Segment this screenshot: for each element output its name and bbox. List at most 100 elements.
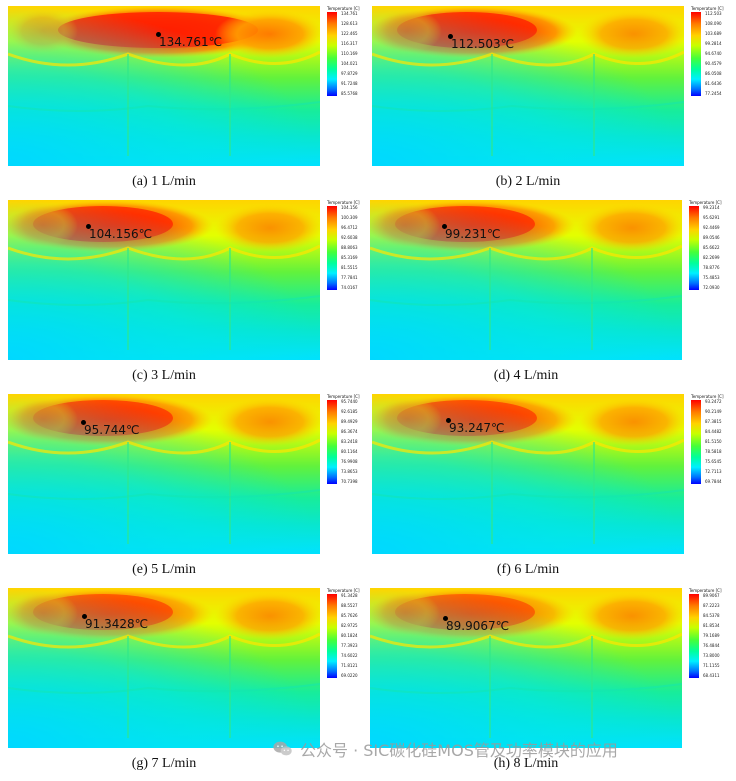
max-temperature-label: 104.156℃ bbox=[89, 227, 153, 241]
colorbar-tick-label: 77.2454 bbox=[705, 91, 722, 96]
colorbar-title: Temperature [C] bbox=[327, 200, 360, 205]
contour-panel: 112.503℃ Temperature [C] 112.503 108.090 103… bbox=[372, 6, 727, 196]
contour-panel: 89.9067℃ Temperature [C] 89.9067 87.2223 84.… bbox=[370, 588, 725, 778]
colorbar-tick-label: 73.8000 bbox=[703, 653, 720, 658]
panel-caption: (a) 1 L/min bbox=[132, 174, 196, 189]
colorbar-tick-label: 90.4579 bbox=[705, 61, 722, 66]
colorbar-tick-label: 72.7113 bbox=[705, 469, 722, 474]
panel-caption: (g) 7 L/min bbox=[131, 756, 197, 771]
colorbar-tick-label: 134.761 bbox=[341, 11, 358, 16]
colorbar-tick-label: 80.1164 bbox=[341, 449, 358, 454]
colorbar-tick-label: 73.8653 bbox=[341, 469, 358, 474]
colorbar-tick-label: 95.7440 bbox=[341, 399, 358, 404]
colorbar-tick-label: 78.8776 bbox=[703, 265, 720, 270]
colorbar-ticks: 95.7440 92.6185 89.4929 86.3674 83.2418 80.11… bbox=[341, 400, 363, 484]
max-temperature-probe bbox=[446, 418, 451, 423]
colorbar-tick-label: 99.2814 bbox=[705, 41, 722, 46]
panel-caption: (h) 8 L/min bbox=[493, 756, 559, 771]
colorbar-tick-label: 85.7626 bbox=[341, 613, 358, 618]
colorbar-tick-label: 78.5818 bbox=[705, 449, 722, 454]
colorbar-tick-label: 81.5150 bbox=[705, 439, 722, 444]
colorbar-tick-label: 82.2699 bbox=[703, 255, 720, 260]
colorbar-tick-label: 122.465 bbox=[341, 31, 358, 36]
colorbar-tick-label: 87.2223 bbox=[703, 603, 720, 608]
colorbar-tick-label: 81.8534 bbox=[703, 623, 720, 628]
colorbar-tick-label: 103.689 bbox=[705, 31, 722, 36]
colorbar-tick-label: 68.4311 bbox=[703, 673, 720, 678]
max-temperature-label: 112.503℃ bbox=[451, 37, 515, 51]
colorbar-tick-label: 83.2418 bbox=[341, 439, 358, 444]
temperature-contour-map bbox=[370, 588, 682, 748]
max-temperature-probe bbox=[81, 420, 86, 425]
colorbar-ticks: 99.2314 95.6291 92.4469 89.0546 85.6622 82.26… bbox=[703, 206, 725, 290]
temperature-contour-map bbox=[372, 6, 684, 166]
watermark-text: 公众号 · SIC碳化硅MOS管及功率模块的应用 bbox=[300, 741, 618, 760]
colorbar-tick-label: 112.503 bbox=[705, 11, 722, 16]
colorbar-tick-label: 80.1824 bbox=[341, 633, 358, 638]
colorbar bbox=[327, 12, 337, 96]
colorbar-tick-label: 92.6185 bbox=[341, 409, 358, 414]
panel-caption: (c) 3 L/min bbox=[132, 368, 196, 383]
colorbar-tick-label: 76.9908 bbox=[341, 459, 358, 464]
colorbar-tick-label: 94.6740 bbox=[705, 51, 722, 56]
contour-panel: 93.247℃ Temperature [C] 93.2472 90.2149 87.3… bbox=[372, 394, 727, 584]
colorbar-tick-label: 85.6622 bbox=[703, 245, 720, 250]
colorbar-tick-label: 100.309 bbox=[341, 215, 358, 220]
max-temperature-probe bbox=[82, 614, 87, 619]
colorbar-title: Temperature [C] bbox=[691, 6, 724, 11]
contour-panel: 91.3428℃ Temperature [C] 91.3428 88.5527 85.… bbox=[8, 588, 363, 778]
colorbar-tick-label: 92.6038 bbox=[341, 235, 358, 240]
colorbar-tick-label: 77.3923 bbox=[341, 643, 358, 648]
colorbar-tick-label: 96.4712 bbox=[341, 225, 358, 230]
temperature-contour-map bbox=[8, 200, 320, 360]
max-temperature-probe bbox=[448, 34, 453, 39]
colorbar-tick-label: 95.6291 bbox=[703, 215, 720, 220]
colorbar bbox=[691, 12, 701, 96]
colorbar-tick-label: 71.8121 bbox=[341, 663, 358, 668]
max-temperature-probe bbox=[156, 32, 161, 37]
colorbar bbox=[327, 400, 337, 484]
colorbar-tick-label: 77.7841 bbox=[341, 275, 358, 280]
colorbar-tick-label: 69.0220 bbox=[341, 673, 358, 678]
colorbar-ticks: 134.761 128.613 122.465 116.317 110.169 104.0… bbox=[341, 12, 363, 96]
colorbar-tick-label: 72.0930 bbox=[703, 285, 720, 290]
colorbar-tick-label: 84.5378 bbox=[703, 613, 720, 618]
colorbar-ticks: 89.9067 87.2223 84.5378 81.8534 79.1689 76.48… bbox=[703, 594, 725, 678]
colorbar-tick-label: 88.5527 bbox=[341, 603, 358, 608]
colorbar-title: Temperature [C] bbox=[691, 394, 724, 399]
colorbar-ticks: 104.156 100.309 96.4712 92.6038 88.8063 85.31… bbox=[341, 206, 363, 290]
max-temperature-label: 93.247℃ bbox=[449, 421, 505, 435]
colorbar-tick-label: 81.6436 bbox=[705, 81, 722, 86]
colorbar-tick-label: 89.9067 bbox=[703, 593, 720, 598]
colorbar-tick-label: 99.2314 bbox=[703, 205, 720, 210]
colorbar-tick-label: 85.3169 bbox=[341, 255, 358, 260]
colorbar-title: Temperature [C] bbox=[327, 6, 360, 11]
colorbar-ticks: 93.2472 90.2149 87.3815 84.4482 81.5150 78.58… bbox=[705, 400, 727, 484]
max-temperature-label: 91.3428℃ bbox=[85, 617, 149, 631]
temperature-contour-map bbox=[370, 200, 682, 360]
colorbar-tick-label: 128.613 bbox=[341, 21, 358, 26]
colorbar-title: Temperature [C] bbox=[327, 588, 360, 593]
colorbar-tick-label: 79.1689 bbox=[703, 633, 720, 638]
colorbar-ticks: 112.503 108.090 103.689 99.2814 94.6740 90.45… bbox=[705, 12, 727, 96]
colorbar-tick-label: 84.4482 bbox=[705, 429, 722, 434]
colorbar-tick-label: 70.7398 bbox=[341, 479, 358, 484]
colorbar-tick-label: 74.0167 bbox=[341, 285, 358, 290]
colorbar-tick-label: 116.317 bbox=[341, 41, 358, 46]
temperature-contour-map bbox=[372, 394, 684, 554]
temperature-contour-map bbox=[8, 588, 320, 748]
contour-panel: 134.761℃ Temperature [C] 134.761 128.613 122… bbox=[8, 6, 363, 196]
panel-caption: (e) 5 L/min bbox=[132, 562, 196, 577]
colorbar bbox=[327, 594, 337, 678]
panel-caption: (b) 2 L/min bbox=[495, 174, 561, 189]
colorbar-tick-label: 81.5515 bbox=[341, 265, 358, 270]
colorbar-tick-label: 75.6545 bbox=[705, 459, 722, 464]
colorbar-tick-label: 93.2472 bbox=[705, 399, 722, 404]
colorbar-tick-label: 87.3815 bbox=[705, 419, 722, 424]
colorbar-tick-label: 104.156 bbox=[341, 205, 358, 210]
colorbar-title: Temperature [C] bbox=[689, 588, 722, 593]
colorbar-tick-label: 97.8729 bbox=[341, 71, 358, 76]
contour-panel: 99.231℃ Temperature [C] 99.2314 95.6291 92.4… bbox=[370, 200, 725, 390]
colorbar-tick-label: 76.4844 bbox=[703, 643, 720, 648]
colorbar-tick-label: 71.1155 bbox=[703, 663, 720, 668]
